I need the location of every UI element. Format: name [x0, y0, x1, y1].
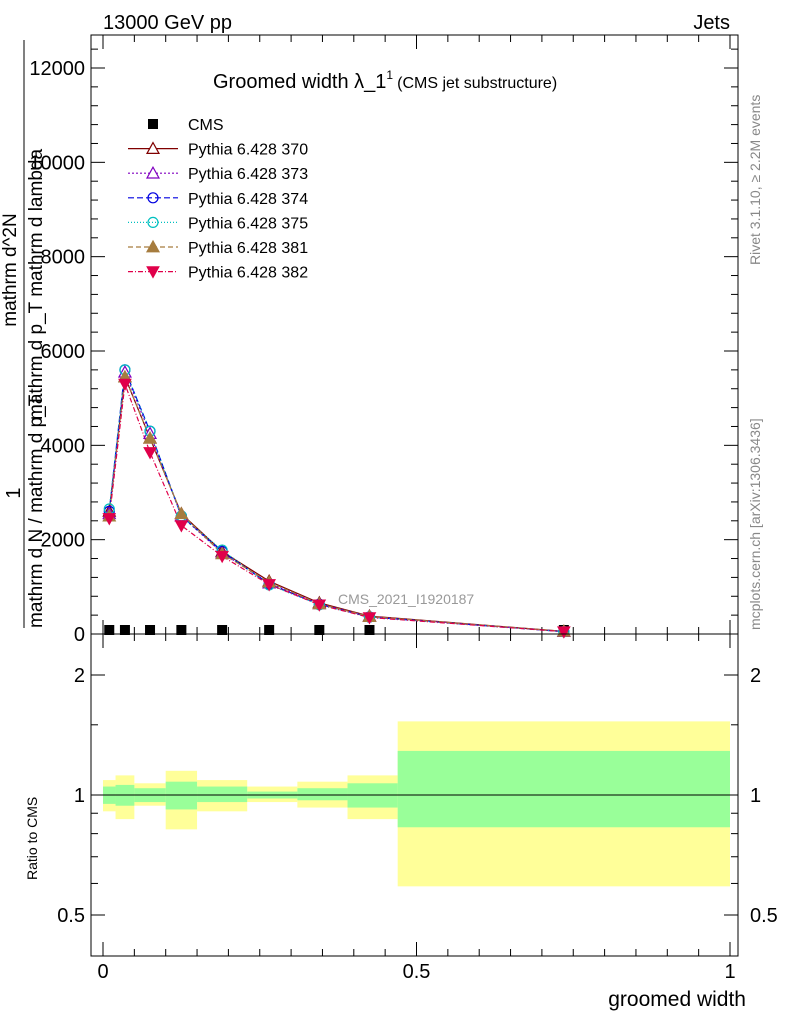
series-line	[108, 369, 564, 633]
data-point	[264, 625, 275, 635]
plot-title-main: Groomed width λ_1	[213, 71, 386, 93]
ratio-y-tick-label: 2	[74, 665, 85, 687]
ratio-band-inner	[297, 788, 348, 801]
x-tick-label: 1	[724, 961, 735, 983]
legend-label: Pythia 6.428 381	[188, 240, 308, 257]
data-point	[176, 625, 187, 635]
main-y-label: 1 mathrm d N / mathrm d p_T mathrm d^2N …	[0, 40, 47, 628]
legend-marker	[148, 119, 158, 129]
legend-label: Pythia 6.428 375	[188, 215, 308, 232]
data-point	[364, 625, 375, 635]
main-y-tick-label: 2000	[41, 530, 86, 552]
data-point	[174, 506, 189, 520]
data-point	[102, 513, 117, 526]
legend-marker	[145, 141, 161, 154]
plot-title-sup: 1	[386, 68, 393, 82]
main-series	[102, 364, 571, 639]
data-point	[314, 625, 325, 635]
series-line	[108, 371, 564, 633]
data-point	[362, 612, 377, 625]
x-tick-label: 0	[97, 961, 108, 983]
watermark: CMS_2021_I1920187	[338, 591, 474, 607]
legend-label: Pythia 6.428 370	[188, 142, 308, 159]
ratio-y-tick-label: 0.5	[57, 905, 85, 927]
ratio-y-tick-label-right: 0.5	[750, 905, 778, 927]
data-point	[143, 431, 158, 444]
ratio-x-ticks: 0 0.5 1	[97, 634, 736, 983]
rivet-label: Rivet 3.1.10, ≥ 2.2M events	[747, 95, 763, 265]
main-y-tick-label: 6000	[41, 341, 86, 363]
ratio-y-label: Ratio to CMS	[24, 797, 40, 880]
ratio-y-ticks: 0.5 0.5 1 1 2 2	[57, 665, 778, 927]
ratio-y-tick-label: 1	[74, 785, 85, 807]
y-label-numerator-1: mathrm d^2N	[0, 213, 21, 326]
header-energy: 13000 GeV pp	[103, 12, 232, 34]
plot-title: Groomed width λ_11 (CMS jet substructure)	[213, 68, 557, 93]
legend: CMS Pythia 6.428 370 Pythia 6.428 373 Pythi…	[128, 117, 308, 282]
legend-label: Pythia 6.428 373	[188, 166, 308, 183]
data-point	[174, 520, 189, 533]
data-point	[556, 626, 571, 639]
data-point	[215, 550, 229, 564]
legend-marker	[145, 239, 161, 253]
main-y-tick-label: 10000	[29, 152, 85, 174]
ratio-band-inner	[397, 750, 730, 828]
data-point	[217, 625, 228, 635]
legend-label: CMS	[188, 117, 224, 134]
legend-marker	[147, 216, 159, 228]
x-tick-label: 0.5	[403, 961, 431, 983]
x-axis-label: groomed width	[608, 988, 746, 1011]
mcplots-label: mcplots.cern.ch [arXiv:1306.3436]	[747, 418, 763, 630]
main-x-ticks	[102, 35, 731, 634]
y-label-one: 1	[3, 487, 25, 498]
plot-title-sub: (CMS jet substructure)	[397, 75, 557, 92]
legend-label: Pythia 6.428 374	[188, 191, 308, 208]
data-point	[143, 447, 157, 460]
main-y-tick-label: 4000	[41, 435, 86, 457]
main-y-tick-label: 0	[74, 624, 85, 646]
y-label-denominator: mathrm d N / mathrm d p_T	[26, 394, 47, 628]
main-y-tick-label: 8000	[41, 247, 86, 269]
main-y-ticks: 0 2000 4000 6000 8000 10000 12000	[29, 48, 738, 646]
header-jets: Jets	[693, 12, 730, 34]
legend-marker	[147, 192, 159, 204]
ratio-band-inner	[197, 786, 248, 803]
legend-marker	[145, 165, 161, 179]
data-point	[145, 625, 156, 635]
ratio-panel: 0.5 0.51 12 2 0 0.5 1 Ratio to CMS	[24, 633, 778, 983]
legend-label: Pythia 6.428 382	[188, 265, 308, 282]
data-point	[104, 625, 115, 635]
series-line	[108, 369, 564, 633]
ratio-y-tick-label-right: 1	[750, 785, 761, 807]
data-point	[119, 625, 130, 635]
data-point	[262, 579, 277, 592]
data-point	[118, 378, 132, 392]
legend-marker	[146, 266, 160, 279]
ratio-bands	[103, 721, 730, 887]
ratio-band-inner	[165, 781, 198, 810]
main-panel: 0 2000 4000 6000 8000 10000 12000 Groomed widt…	[29, 34, 739, 646]
ratio-y-tick-label-right: 2	[750, 665, 761, 687]
data-point	[312, 599, 327, 612]
y-label-numerator-2: mathrm d p_T mathrm d lambda	[26, 149, 47, 420]
series-line	[108, 383, 564, 633]
main-y-tick-label: 12000	[29, 58, 85, 80]
